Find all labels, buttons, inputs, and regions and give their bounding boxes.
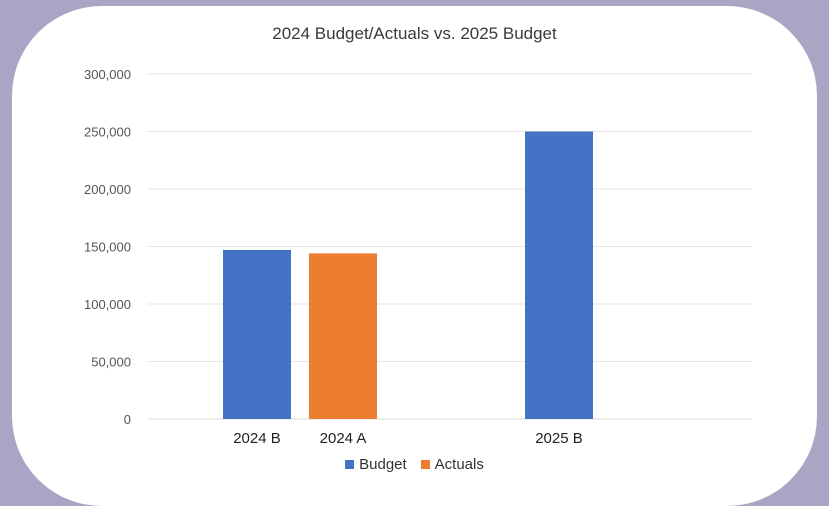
y-tick-label: 0 bbox=[124, 412, 131, 427]
legend-label-budget: Budget bbox=[359, 456, 407, 473]
y-tick-label: 200,000 bbox=[84, 182, 131, 197]
legend-swatch-actuals bbox=[420, 460, 430, 469]
bar-budget-2 bbox=[525, 131, 593, 419]
chart-title: 2024 Budget/Actuals vs. 2025 Budget bbox=[272, 24, 557, 43]
legend-item-budget: Budget bbox=[345, 456, 407, 473]
bar-chart: 0 50,000 100,000 150,000 200,000 250,000 300,0… bbox=[84, 67, 752, 447]
legend: Budget Actuals bbox=[0, 456, 829, 473]
legend-swatch-budget bbox=[345, 460, 355, 469]
y-tick-label: 250,000 bbox=[84, 125, 131, 140]
x-tick-label: 2024 A bbox=[320, 430, 367, 447]
x-tick-label: 2025 B bbox=[535, 430, 583, 447]
bar-actuals-1 bbox=[309, 253, 377, 419]
bar-budget-0 bbox=[223, 249, 291, 419]
chart-card bbox=[12, 6, 817, 506]
y-tick-label: 150,000 bbox=[84, 240, 131, 255]
y-tick-label: 50,000 bbox=[91, 355, 131, 370]
legend-item-actuals: Actuals bbox=[420, 456, 484, 473]
x-tick-label: 2024 B bbox=[233, 430, 281, 447]
y-tick-label: 100,000 bbox=[84, 297, 131, 312]
y-tick-label: 300,000 bbox=[84, 67, 131, 82]
legend-label-actuals: Actuals bbox=[434, 456, 484, 473]
